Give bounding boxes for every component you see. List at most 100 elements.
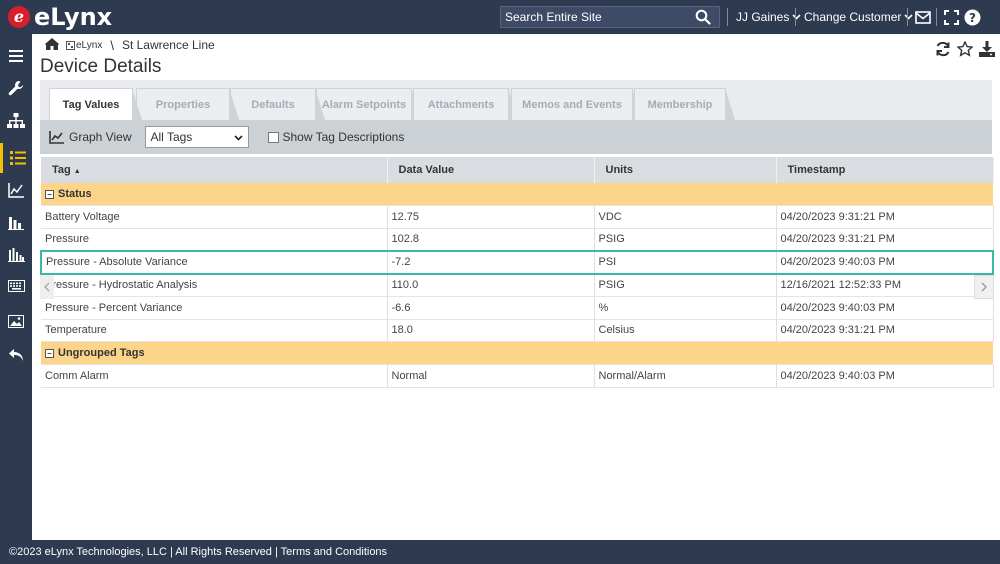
divider: [936, 8, 937, 26]
cell-tag: Temperature: [41, 319, 388, 343]
divider: [795, 8, 796, 26]
wrench-icon[interactable]: [0, 73, 32, 103]
table-row[interactable]: Pressure 102.8 PSIG 04/20/2023 9:31:21 P…: [41, 228, 994, 252]
column-header-tag[interactable]: Tag ▲: [41, 157, 388, 183]
logo-mark: e: [8, 6, 30, 28]
group-cell: − Ungrouped Tags: [41, 341, 993, 365]
tag-values-grid: Tag ▲ Data Value Units Timestamp − Status …: [40, 157, 994, 388]
help-icon[interactable]: ?: [963, 8, 981, 26]
cell-timestamp: 04/20/2023 9:40:03 PM: [776, 296, 994, 320]
breadcrumb-org-label: eLynx: [76, 39, 103, 51]
group-row[interactable]: − Ungrouped Tags: [41, 341, 993, 365]
show-descriptions-toggle[interactable]: Show Tag Descriptions: [268, 130, 404, 144]
tab-memos-events[interactable]: Memos and Events: [511, 88, 642, 120]
elynx-logo[interactable]: e eLynx: [8, 4, 112, 30]
search-icon[interactable]: [691, 7, 715, 27]
show-descriptions-checkbox[interactable]: [268, 131, 280, 143]
table-row[interactable]: Pressure - Percent Variance -6.6 % 04/20…: [41, 296, 994, 320]
back-icon[interactable]: [0, 340, 32, 370]
cell-value: 12.75: [387, 205, 595, 229]
cell-value: 102.8: [387, 228, 595, 252]
site-search: [500, 6, 720, 28]
table-row[interactable]: Comm Alarm Normal Normal/Alarm 04/20/202…: [41, 364, 994, 388]
cell-tag: Battery Voltage: [41, 205, 388, 229]
cell-timestamp: 04/20/2023 9:40:03 PM: [776, 250, 994, 275]
user-name: JJ Gaines: [736, 10, 790, 24]
chevron-down-icon: [792, 12, 801, 22]
line-chart-icon[interactable]: [0, 175, 32, 205]
grid-header-row: Tag ▲ Data Value Units Timestamp: [41, 157, 994, 183]
change-customer-menu[interactable]: Change Customer: [804, 0, 913, 34]
cell-timestamp: 04/20/2023 9:40:03 PM: [776, 364, 994, 388]
breadcrumb-current[interactable]: St Lawrence Line: [121, 38, 215, 52]
tab-attachments[interactable]: Attachments: [413, 88, 518, 120]
divider: [907, 8, 908, 26]
tab-tag-values[interactable]: Tag Values: [49, 88, 142, 120]
graph-view-label: Graph View: [69, 130, 132, 144]
collapse-icon[interactable]: −: [45, 348, 54, 358]
page-title: Device Details: [40, 56, 162, 77]
menu-icon[interactable]: [0, 41, 32, 71]
table-row[interactable]: Temperature 18.0 Celsius 04/20/2023 9:31…: [41, 319, 994, 343]
tab-membership[interactable]: Membership: [634, 88, 735, 120]
hierarchy-icon[interactable]: [0, 105, 32, 135]
home-icon[interactable]: [44, 37, 60, 54]
column-header-label: Tag: [52, 164, 71, 176]
table-row[interactable]: Pressure - Hydrostatic Analysis 110.0 PS…: [41, 273, 994, 297]
scroll-right-button[interactable]: [974, 275, 994, 299]
group-cell: − Status: [41, 183, 993, 207]
fullscreen-icon[interactable]: [942, 8, 960, 26]
top-bar: e eLynx JJ Gaines Change Customer ?: [0, 0, 1000, 34]
cell-units: PSIG: [594, 273, 777, 297]
cell-tag: Pressure - Hydrostatic Analysis: [41, 273, 388, 297]
mail-icon[interactable]: [914, 8, 932, 26]
tag-filter-value: All Tags: [150, 130, 193, 144]
download-icon[interactable]: [978, 40, 996, 58]
collapse-icon[interactable]: −: [45, 189, 54, 199]
search-input[interactable]: [501, 10, 691, 24]
show-descriptions-label: Show Tag Descriptions: [282, 130, 405, 144]
keyboard-icon[interactable]: [0, 271, 32, 301]
cell-value: 110.0: [387, 273, 595, 297]
cell-tag: Pressure: [41, 228, 388, 252]
column-header-timestamp[interactable]: Timestamp: [776, 157, 994, 183]
change-customer-label: Change Customer: [804, 10, 902, 24]
svg-text:?: ?: [969, 11, 976, 25]
breadcrumb-org[interactable]: eLynx: [66, 40, 102, 51]
report-icon[interactable]: [0, 239, 32, 269]
bar-chart-icon[interactable]: [0, 207, 32, 237]
cell-value: -6.6: [387, 296, 595, 320]
scroll-left-button[interactable]: [40, 275, 54, 299]
footer-text: ©2023 eLynx Technologies, LLC | All Righ…: [9, 546, 388, 558]
tab-defaults[interactable]: Defaults: [230, 88, 325, 120]
cell-timestamp: 04/20/2023 9:31:21 PM: [776, 205, 994, 229]
column-header-units[interactable]: Units: [594, 157, 777, 183]
tag-filter-select[interactable]: All Tags: [145, 126, 250, 148]
user-menu[interactable]: JJ Gaines: [736, 0, 801, 34]
cell-units: PSIG: [594, 228, 777, 252]
cell-units: VDC: [594, 205, 777, 229]
group-name: Ungrouped Tags: [58, 347, 145, 360]
page-actions: [934, 40, 996, 58]
tab-alarm-setpoints[interactable]: Alarm Setpoints: [316, 88, 421, 120]
cell-units: Normal/Alarm: [594, 364, 777, 388]
logo-text: eLynx: [34, 3, 113, 31]
cell-units: Celsius: [594, 319, 777, 343]
cell-timestamp: 04/20/2023 9:31:21 PM: [776, 319, 994, 343]
refresh-icon[interactable]: [934, 40, 952, 58]
footer: ©2023 eLynx Technologies, LLC | All Righ…: [0, 540, 1000, 564]
table-row[interactable]: Battery Voltage 12.75 VDC 04/20/2023 9:3…: [41, 205, 994, 229]
tab-strip: Alarm Setpoints Attachments Memos and Ev…: [40, 80, 992, 120]
tab-properties[interactable]: Properties: [136, 88, 239, 120]
cell-units: %: [594, 296, 777, 320]
group-row[interactable]: − Status: [41, 183, 993, 207]
cell-value: 18.0: [387, 319, 595, 343]
column-header-data-value[interactable]: Data Value: [387, 157, 595, 183]
image-icon[interactable]: [0, 306, 32, 336]
left-nav: [0, 34, 32, 540]
list-icon[interactable]: [0, 143, 32, 173]
graph-view-button[interactable]: Graph View: [49, 130, 131, 144]
table-row-selected[interactable]: Pressure - Absolute Variance -7.2 PSI 04…: [40, 250, 994, 275]
cell-tag: Comm Alarm: [41, 364, 388, 388]
star-icon[interactable]: [956, 40, 974, 58]
